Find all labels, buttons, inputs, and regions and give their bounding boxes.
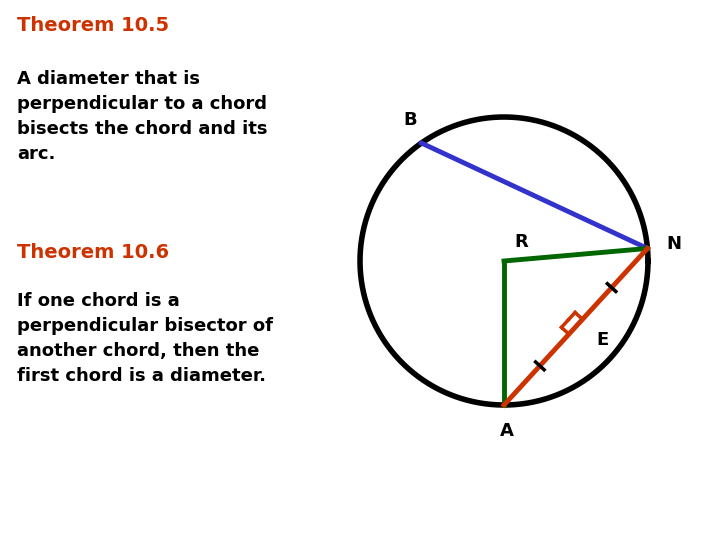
Text: B: B — [403, 111, 417, 129]
Text: N: N — [666, 235, 681, 253]
Text: If one chord is a
perpendicular bisector of
another chord, then the
first chord : If one chord is a perpendicular bisector… — [17, 292, 273, 384]
Text: A: A — [500, 422, 514, 440]
Text: E: E — [596, 331, 608, 349]
Text: Theorem 10.6: Theorem 10.6 — [17, 243, 169, 262]
Text: R: R — [514, 233, 528, 251]
Text: A diameter that is
perpendicular to a chord
bisects the chord and its
arc.: A diameter that is perpendicular to a ch… — [17, 70, 268, 163]
Text: Theorem 10.5: Theorem 10.5 — [17, 16, 169, 35]
